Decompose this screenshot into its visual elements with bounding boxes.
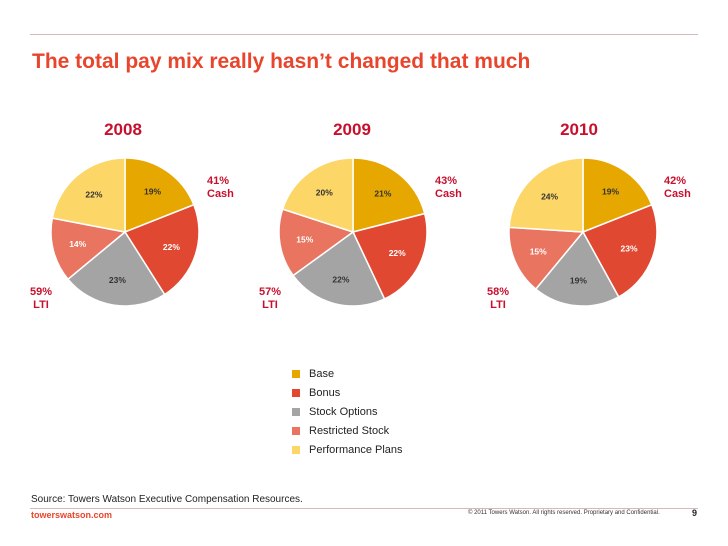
legend-swatch-base <box>292 369 300 378</box>
cash-percent-2009: 43% <box>435 175 458 187</box>
pie-slice-stock-options-2010 <box>534 230 620 307</box>
legend-item-performance-plans: Performance Plans <box>292 440 403 459</box>
pie-slice-base-2009 <box>352 157 426 233</box>
cash-label-2009: Cash <box>435 188 462 200</box>
slice-label-performance-plans-2008: 22% <box>85 189 102 199</box>
cash-percent-2008: 41% <box>207 175 230 187</box>
pie-slice-bonus-2010 <box>581 203 658 298</box>
legend-label-bonus: Bonus <box>309 386 341 399</box>
pie-slice-stock-options-2009 <box>292 230 386 307</box>
lti-label-2008: LTI <box>33 299 49 311</box>
lti-annotation-2009: 57% LTI <box>259 286 281 312</box>
legend-label-performance-plans: Performance Plans <box>309 443 403 456</box>
top-rule <box>30 34 698 35</box>
lti-percent-2010: 58% <box>487 286 510 298</box>
cash-label-2010: Cash <box>664 188 691 200</box>
pie-slice-base-2008 <box>124 157 195 234</box>
pie-chart-2008: 19% 22% 23% 14% 22% <box>50 157 200 307</box>
lti-percent-2009: 57% <box>259 286 282 298</box>
legend-item-bonus: Bonus <box>292 383 403 402</box>
legend-swatch-restricted-stock <box>292 426 300 435</box>
slice-label-bonus-2010: 23% <box>620 244 637 254</box>
slice-label-performance-plans-2010: 24% <box>541 191 558 201</box>
slide-title: The total pay mix really hasn’t changed … <box>32 50 531 73</box>
pie-slice-restricted-stock-2009 <box>278 208 355 277</box>
copyright-notice: © 2011 Towers Watson. All rights reserve… <box>468 510 660 516</box>
pie-slice-restricted-stock-2008 <box>50 217 127 281</box>
slice-label-restricted-stock-2008: 14% <box>69 239 86 249</box>
legend-item-stock-options: Stock Options <box>292 402 403 421</box>
legend-label-stock-options: Stock Options <box>309 405 378 418</box>
lti-annotation-2008: 59% LTI <box>30 286 52 312</box>
source-note: Source: Towers Watson Executive Compensa… <box>31 494 303 505</box>
page-number: 9 <box>692 508 698 518</box>
slice-label-base-2010: 19% <box>602 187 619 197</box>
chart-title-2008: 2008 <box>104 120 142 139</box>
legend-swatch-stock-options <box>292 407 300 416</box>
pie-slice-bonus-2009 <box>351 212 428 300</box>
lti-annotation-2010: 58% LTI <box>487 286 509 312</box>
legend-swatch-bonus <box>292 388 300 397</box>
lti-percent-2008: 59% <box>30 286 53 298</box>
legend-item-base: Base <box>292 364 403 383</box>
slice-label-bonus-2009: 22% <box>389 248 406 258</box>
pie-slice-base-2010 <box>582 157 653 234</box>
cash-annotation-2008: 41% Cash <box>207 175 234 201</box>
pie-slice-restricted-stock-2010 <box>508 226 585 291</box>
legend-label-restricted-stock: Restricted Stock <box>309 424 390 437</box>
slice-label-restricted-stock-2010: 15% <box>530 246 547 256</box>
lti-label-2010: LTI <box>490 299 506 311</box>
cash-annotation-2009: 43% Cash <box>435 175 462 201</box>
cash-annotation-2010: 42% Cash <box>664 175 691 201</box>
legend-item-restricted-stock: Restricted Stock <box>292 421 403 440</box>
cash-percent-2010: 42% <box>664 175 687 187</box>
slice-label-base-2008: 19% <box>144 187 161 197</box>
slice-label-bonus-2008: 22% <box>163 242 180 252</box>
pie-slice-performance-plans-2008 <box>51 157 126 233</box>
cash-label-2008: Cash <box>207 188 234 200</box>
lti-label-2009: LTI <box>262 299 278 311</box>
slice-label-base-2009: 21% <box>374 188 391 198</box>
legend-label-base: Base <box>309 367 335 380</box>
pie-slice-stock-options-2008 <box>66 230 166 307</box>
legend-swatch-performance-plans <box>292 445 300 454</box>
slice-label-restricted-stock-2009: 15% <box>296 235 313 245</box>
slice-label-stock-options-2008: 23% <box>109 275 126 285</box>
pie-slice-bonus-2008 <box>123 203 200 296</box>
pie-chart-2010: 19% 23% 19% 15% 24% <box>508 157 658 307</box>
bottom-rule <box>30 508 698 509</box>
website-link[interactable]: towerswatson.com <box>31 510 113 520</box>
chart-title-2009: 2009 <box>333 120 371 139</box>
chart-title-2010: 2010 <box>560 120 598 139</box>
pie-slice-performance-plans-2009 <box>281 157 354 234</box>
slice-label-stock-options-2010: 19% <box>570 276 587 286</box>
slice-label-performance-plans-2009: 20% <box>316 188 333 198</box>
slice-label-stock-options-2009: 22% <box>332 274 349 284</box>
pie-chart-2009: 21% 22% 22% 15% 20% <box>278 157 428 307</box>
chart-legend: Base Bonus Stock Options Restricted Stoc… <box>292 364 403 459</box>
pie-slice-performance-plans-2010 <box>508 157 584 233</box>
